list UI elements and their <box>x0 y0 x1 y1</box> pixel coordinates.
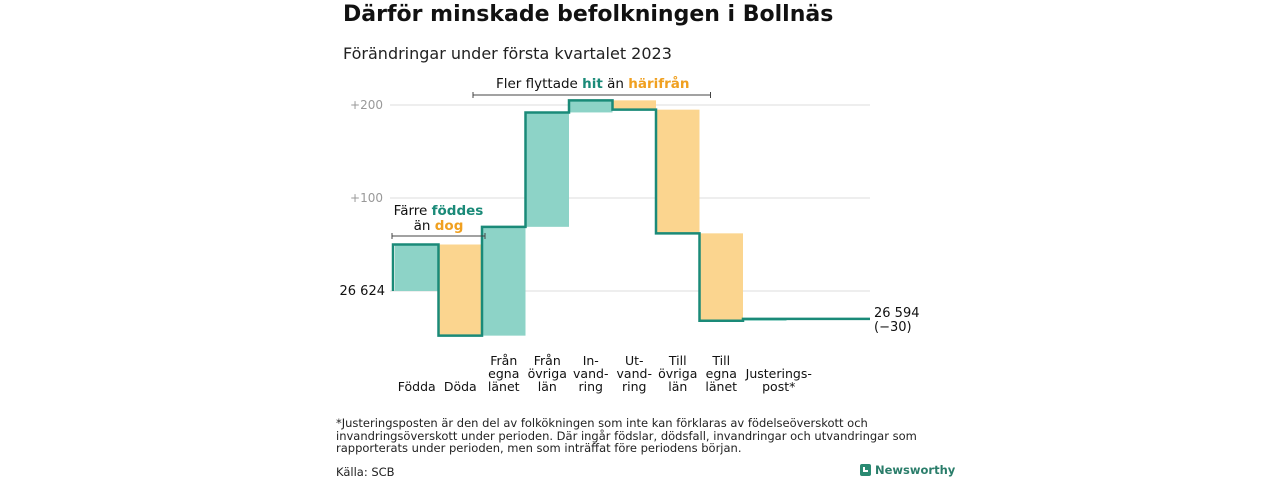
annotation-text-part: än <box>414 218 435 234</box>
category-label: Döda <box>444 379 477 394</box>
y-tick-label: +200 <box>350 98 383 112</box>
annotation-text-part: föddes <box>432 203 484 219</box>
category-label-line: vand- <box>573 366 608 381</box>
category-label: Från egna länet <box>488 353 520 394</box>
annotation-text-part: hit <box>582 76 603 92</box>
bar <box>482 226 526 336</box>
category-label: Födda <box>398 379 436 394</box>
category-label-line: övriga <box>528 366 567 381</box>
y-tick-label: +100 <box>350 191 383 205</box>
category-label: Ut-vand-ring <box>617 353 652 394</box>
annotation-text-part: Fler flyttade <box>496 76 582 92</box>
start-value-label: 26 624 <box>340 284 386 299</box>
category-label-line: Justerings- <box>745 366 812 381</box>
end-value-label: 26 594 <box>874 306 920 321</box>
category-label-line: vand- <box>617 366 652 381</box>
annotation-text: Fler flyttade hit än härifrån <box>496 75 690 92</box>
category-label-line: Födda <box>398 379 436 394</box>
category-label-line: post* <box>762 379 795 394</box>
bar <box>699 233 743 321</box>
footnote: *Justeringsposten är den del av folkökni… <box>336 416 917 455</box>
step-line <box>391 99 870 337</box>
bar <box>395 244 439 291</box>
category-label-line: egna <box>488 366 519 381</box>
category-label-line: län <box>668 379 687 394</box>
category-label-line: Till <box>711 353 730 368</box>
bar <box>525 112 569 227</box>
category-label: Till övriga län <box>658 353 697 394</box>
brand-name: Newsworthy <box>875 463 956 477</box>
category-label-line: ring <box>622 379 646 394</box>
category-label-line: ring <box>579 379 603 394</box>
bar <box>438 244 482 336</box>
category-label-line: länet <box>488 379 520 394</box>
bar-layer <box>395 100 787 336</box>
annotation-text-part: Färre <box>394 203 432 219</box>
category-label: In-vand-ring <box>573 353 608 394</box>
category-label-line: län <box>538 379 557 394</box>
category-label: Justerings-post* <box>745 366 812 394</box>
chart-subtitle: Förändringar under första kvartalet 2023 <box>343 44 672 63</box>
bar <box>612 100 656 110</box>
bar <box>656 109 700 234</box>
category-label-line: egna <box>706 366 737 381</box>
category-label-line: Ut- <box>625 353 644 368</box>
bar <box>569 100 613 113</box>
category-label-line: övriga <box>658 366 697 381</box>
annotation-text-part: dog <box>435 218 464 234</box>
end-change-label: (−30) <box>874 320 912 335</box>
annotation-text: än dog <box>414 218 464 234</box>
newsworthy-logo-icon <box>860 464 871 476</box>
chart-title: Därför minskade befolkningen i Bollnäs <box>343 2 834 27</box>
category-label-line: In- <box>583 353 599 368</box>
category-label-line: länet <box>705 379 737 394</box>
category-label-line: Från <box>534 353 561 368</box>
source-note: Källa: SCB <box>336 465 395 479</box>
category-label: Från övriga län <box>528 353 567 394</box>
brand-logo: Newsworthy <box>860 463 955 477</box>
category-label: Till egna länet <box>705 353 737 394</box>
annotation-text: Färre föddes <box>394 203 484 219</box>
category-label-line: Döda <box>444 379 477 394</box>
line-layer <box>391 99 870 337</box>
annotation-text-part: härifrån <box>628 75 689 92</box>
category-label-line: Till <box>668 353 687 368</box>
annotation-text-part: än <box>603 76 628 92</box>
category-label-line: Från <box>490 353 517 368</box>
